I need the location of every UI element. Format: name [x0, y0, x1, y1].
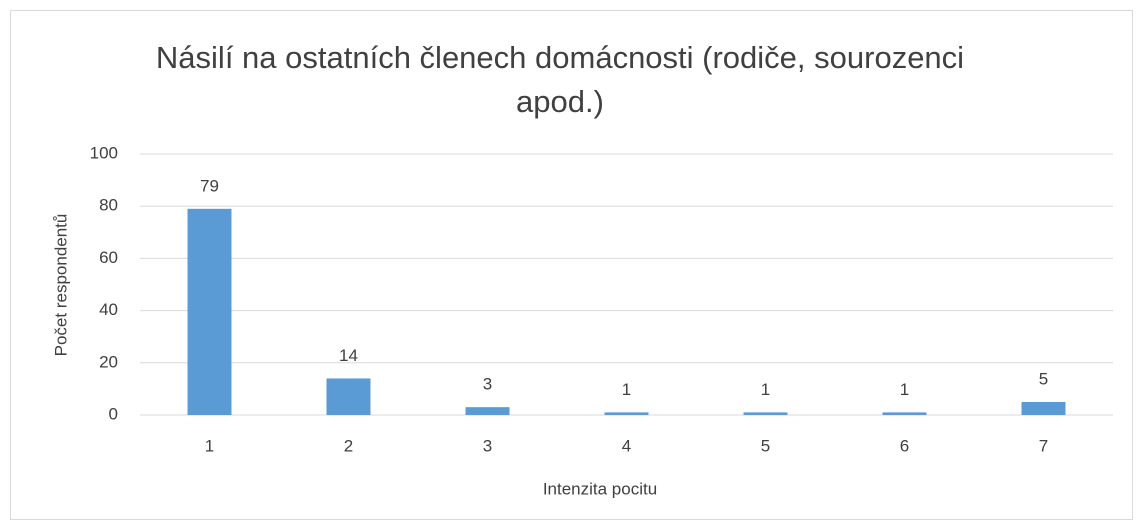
data-label: 14 — [339, 346, 358, 365]
bar — [326, 378, 371, 415]
x-tick-label: 3 — [483, 436, 492, 455]
y-tick-label: 20 — [99, 352, 118, 371]
x-axis-label: Intenzita pocitu — [543, 479, 657, 498]
y-tick-label: 80 — [99, 196, 118, 215]
y-tick-label: 40 — [99, 300, 118, 319]
y-tick-label: 0 — [109, 404, 118, 423]
bar — [1021, 401, 1066, 415]
x-tick-label: 4 — [622, 436, 631, 455]
data-label: 1 — [622, 380, 631, 399]
data-label: 1 — [900, 380, 909, 399]
x-tick-label: 6 — [900, 436, 909, 455]
y-tick-label: 100 — [90, 143, 118, 162]
x-tick-label: 5 — [761, 436, 770, 455]
data-label: 3 — [483, 375, 492, 394]
x-tick-label: 1 — [205, 436, 214, 455]
bar — [465, 407, 510, 415]
x-tick-label: 2 — [344, 436, 353, 455]
data-label: 1 — [761, 380, 770, 399]
bar — [604, 412, 649, 415]
bar — [187, 208, 232, 415]
data-label: 79 — [200, 176, 219, 195]
chart-title: Násilí na ostatních členech domácnosti (… — [155, 40, 965, 119]
data-label: 5 — [1039, 369, 1048, 388]
bar — [743, 412, 788, 415]
y-axis-label: Počet respondentů — [51, 214, 70, 357]
bar — [882, 412, 927, 415]
y-tick-label: 60 — [99, 248, 118, 267]
x-tick-label: 7 — [1039, 436, 1048, 455]
